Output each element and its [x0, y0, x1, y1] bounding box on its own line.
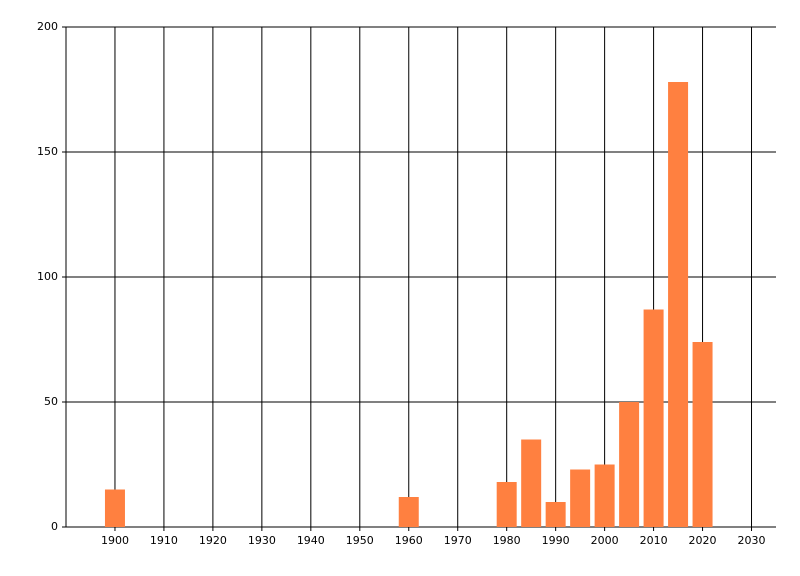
- y-tick-label: 50: [44, 395, 58, 408]
- bar: [521, 439, 542, 527]
- x-tick-label: 2010: [640, 534, 668, 547]
- x-tick-label: 1960: [395, 534, 423, 547]
- x-tick-label: 1990: [542, 534, 570, 547]
- bar: [668, 82, 689, 527]
- bar: [398, 497, 419, 527]
- x-tick-label: 2000: [591, 534, 619, 547]
- bar: [570, 469, 591, 527]
- x-tick-label: 2030: [738, 534, 766, 547]
- bar: [496, 482, 517, 527]
- y-tick-label: 100: [37, 270, 58, 283]
- x-tick-label: 1900: [101, 534, 129, 547]
- x-tick-label: 1920: [199, 534, 227, 547]
- bar: [545, 502, 566, 527]
- x-tick-label: 2020: [689, 534, 717, 547]
- bar: [692, 342, 713, 527]
- x-tick-label: 1910: [150, 534, 178, 547]
- y-tick-label: 200: [37, 20, 58, 33]
- y-tick-label: 150: [37, 145, 58, 158]
- x-tick-label: 1970: [444, 534, 472, 547]
- bar: [619, 402, 640, 527]
- bar: [104, 489, 125, 527]
- bar: [643, 309, 664, 527]
- y-tick-label: 0: [51, 520, 58, 533]
- x-tick-label: 1940: [297, 534, 325, 547]
- x-tick-label: 1950: [346, 534, 374, 547]
- bar: [594, 464, 615, 527]
- x-tick-label: 1980: [493, 534, 521, 547]
- x-tick-label: 1930: [248, 534, 276, 547]
